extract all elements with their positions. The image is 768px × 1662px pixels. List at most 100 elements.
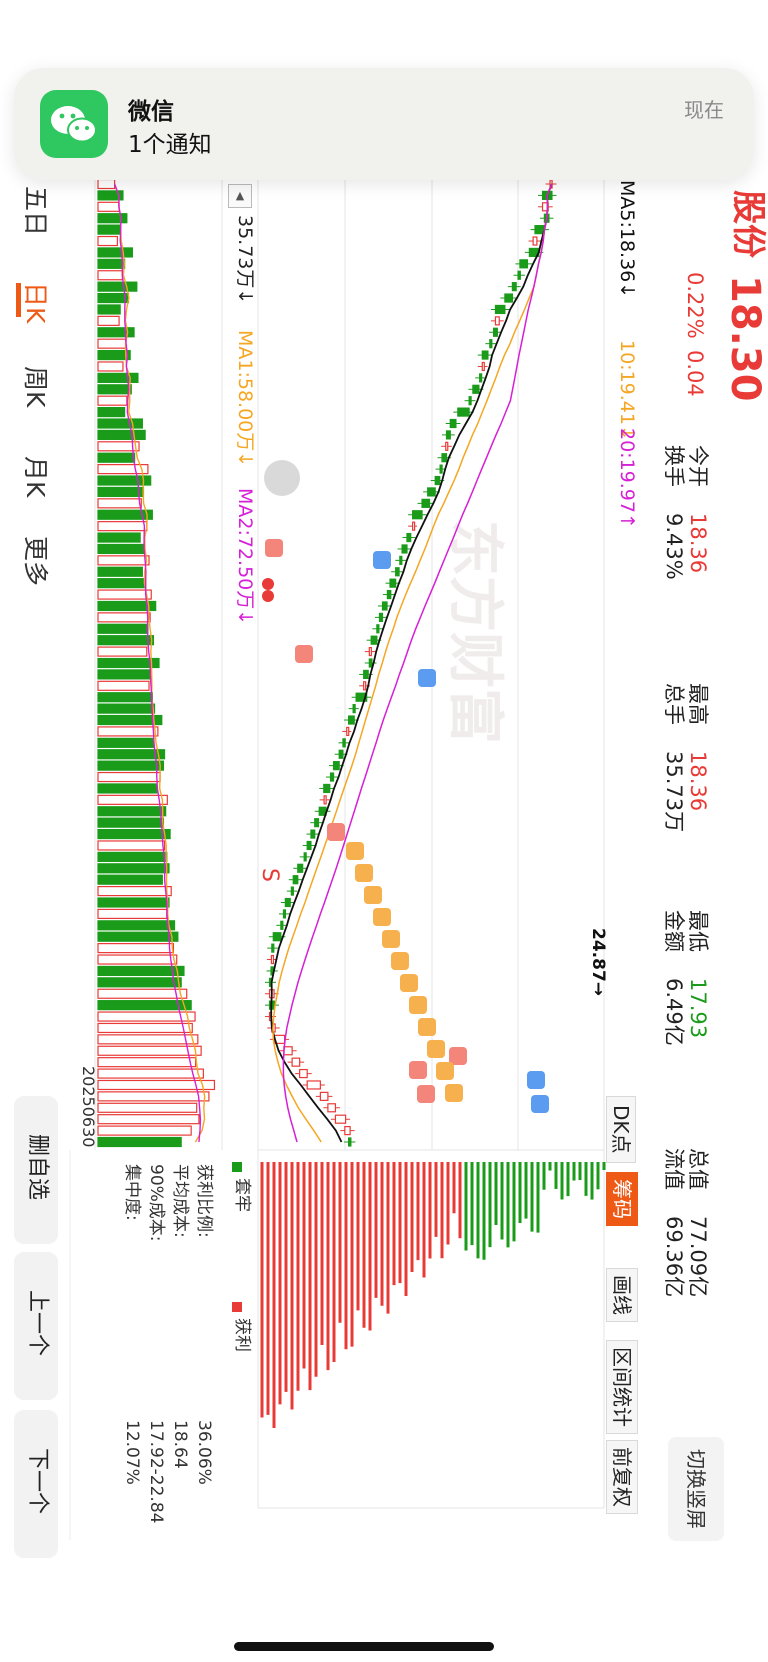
volume-bar <box>97 509 153 520</box>
candle-body <box>412 521 416 531</box>
candle-body <box>332 761 340 771</box>
volume-bar <box>97 749 166 760</box>
candle-body <box>421 498 431 508</box>
stat-value: 35.73万 <box>662 751 686 833</box>
volume-bar <box>97 429 146 441</box>
volume-bar <box>97 920 176 931</box>
dk-point-button[interactable]: DK点 <box>606 1096 636 1163</box>
volume-bar <box>97 703 156 714</box>
collapse-triangle-button[interactable]: ▲ <box>228 184 252 208</box>
stat-label: 总值 <box>686 1148 710 1190</box>
candle-body <box>355 692 368 702</box>
period-tab-1[interactable]: 日K <box>21 282 50 324</box>
candle-body <box>378 612 384 622</box>
stat-label: 金额 <box>662 910 686 952</box>
period-tab-2[interactable]: 周K <box>21 366 50 408</box>
t-marker <box>436 1062 454 1080</box>
candle-body <box>492 327 498 337</box>
stat-label: 流值 <box>662 1148 686 1190</box>
tool-button-3[interactable]: 前复权 <box>606 1440 638 1514</box>
watermark-text: 东方财富 <box>444 520 507 744</box>
candle-body <box>386 589 392 600</box>
volume-bar <box>97 464 149 475</box>
volume-ma2-line <box>113 183 202 1143</box>
candle-body <box>346 726 350 737</box>
candle-body <box>327 1103 337 1113</box>
volume-bar <box>97 806 167 817</box>
ma5-legend: MA5:18.36↓ <box>616 180 638 299</box>
candle-body <box>342 738 346 748</box>
max-price-label: 24.87→ <box>588 928 608 997</box>
candle-body <box>479 373 483 383</box>
tool-button-2[interactable]: 区间统计 <box>606 1340 638 1434</box>
volume-bar <box>97 1079 216 1091</box>
volume-bar <box>97 657 160 669</box>
t-marker <box>391 952 409 970</box>
previous-stock-button[interactable] <box>14 1252 58 1400</box>
tool-button-1[interactable]: 画线 <box>606 1268 638 1322</box>
candle-body <box>291 1057 301 1067</box>
stat-value: 17.93 <box>686 978 710 1039</box>
candle-body <box>363 669 369 680</box>
volume-bar <box>97 349 131 361</box>
buy-marker-b <box>295 645 313 663</box>
next-stock-button[interactable] <box>14 1410 58 1558</box>
candle-body <box>401 544 408 554</box>
stock-name: 股份 <box>728 190 768 258</box>
stat-label: 最低 <box>686 910 710 952</box>
wechat-notification-banner[interactable]: 微信 1个通知 现在 <box>14 68 754 180</box>
volume-bar <box>97 908 168 920</box>
t-marker <box>427 1040 445 1058</box>
volume-bar <box>97 600 157 612</box>
candle-body <box>468 396 472 406</box>
period-tab-4[interactable]: 更多 <box>21 536 50 587</box>
volume-bar <box>97 452 136 463</box>
candle-body <box>329 772 335 782</box>
volume-bar <box>97 988 188 999</box>
volume-bar <box>97 646 148 657</box>
candle-body <box>368 646 372 657</box>
stat-value: 18.36 <box>686 513 710 574</box>
volume-bar <box>97 213 128 224</box>
remove-watchlist-button[interactable] <box>14 1096 58 1244</box>
sell-signal-label: S <box>257 868 282 882</box>
candle-body <box>457 407 470 417</box>
candle-body <box>306 1080 321 1090</box>
volume-bar <box>97 737 155 748</box>
period-tab-3[interactable]: 月K <box>21 456 50 498</box>
candle-body <box>310 829 316 839</box>
t-marker <box>418 1018 436 1036</box>
volume-bar <box>97 201 120 212</box>
candle-body <box>481 350 489 360</box>
candle-body <box>434 475 441 486</box>
volume-bar <box>97 441 140 452</box>
candle-body <box>280 920 284 930</box>
volume-bar <box>97 828 171 840</box>
volume-bar <box>97 885 172 897</box>
chip-stat-label: 集中度: <box>122 1164 142 1221</box>
volume-bar <box>97 692 153 703</box>
volume-bar <box>97 874 163 885</box>
tool-button-0[interactable]: 筹码 <box>606 1172 638 1226</box>
volume-bar <box>97 794 168 805</box>
chip-stat-value: 17.92-22.84 <box>146 1420 166 1524</box>
switch-portrait-button[interactable]: 切换竖屏 <box>668 1437 724 1541</box>
volume-bar <box>97 486 145 498</box>
volume-bar <box>97 612 151 623</box>
volume-bar <box>97 395 128 406</box>
previous-stock-label: 上一个 <box>25 1290 50 1357</box>
volume-bar <box>97 384 132 395</box>
buy-marker-b <box>265 539 283 557</box>
volume-bar <box>97 338 127 349</box>
volume-ma1-legend: MA1:58.00万↓ <box>234 330 256 468</box>
candle-body <box>363 681 367 691</box>
volume-bar <box>97 726 159 737</box>
period-tab-0[interactable]: 五日 <box>21 186 50 237</box>
volume-bar <box>97 281 138 292</box>
sell-marker-s <box>373 551 391 569</box>
volume-bar <box>97 817 165 828</box>
candle-body <box>441 453 448 463</box>
candle-body <box>370 635 378 645</box>
notification-time: 现在 <box>684 98 724 122</box>
